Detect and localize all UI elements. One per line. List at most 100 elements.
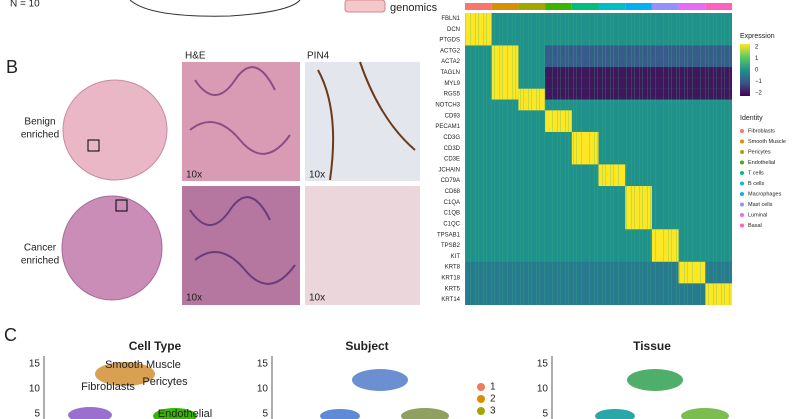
zoom-box — [115, 199, 128, 212]
gene-label: CD93 — [445, 113, 461, 119]
heatmap-stripe — [499, 13, 500, 305]
legend-label: Fibroblasts — [748, 128, 775, 134]
legend-swatch — [477, 407, 485, 415]
outline-sketch — [129, 0, 301, 17]
heatmap-stripe — [716, 13, 717, 305]
cluster — [595, 409, 635, 419]
heatmap-stripe — [700, 13, 701, 305]
genomics-label: genomics — [390, 2, 438, 14]
heatmap-stripe — [502, 13, 503, 305]
pin4-image — [305, 186, 420, 305]
heatmap-stripe — [597, 13, 598, 305]
heatmap-stripe — [475, 13, 476, 305]
heatmap-band — [465, 272, 732, 284]
heatmap-stripe — [581, 13, 582, 305]
gene-label: C1QB — [444, 211, 460, 217]
heatmap-block — [491, 45, 519, 100]
identity-bar — [491, 3, 519, 10]
gene-label: TPSB2 — [441, 243, 461, 249]
heatmap-stripe — [594, 13, 595, 305]
gene-label: KRT8 — [445, 265, 461, 271]
heatmap-stripe — [573, 13, 574, 305]
legend-label: Basal — [748, 223, 762, 229]
gene-label: RGS5 — [444, 92, 461, 98]
heatmap-stripe — [655, 13, 656, 305]
legend-swatch — [740, 223, 744, 228]
he-image — [182, 62, 300, 181]
y-tick-label: 10 — [29, 384, 41, 395]
cluster — [320, 409, 360, 419]
legend-swatch — [477, 395, 485, 403]
cluster — [68, 407, 112, 419]
heatmap-stripe — [520, 13, 521, 305]
panel-label: C — [4, 325, 17, 345]
gene-label: FBLN1 — [441, 16, 460, 22]
heatmap-stripe — [515, 13, 516, 305]
heatmap-block — [625, 186, 652, 230]
heatmap-band — [465, 283, 732, 295]
slide-cancer — [61, 195, 163, 301]
heatmap-stripe — [565, 13, 566, 305]
gene-label: KRT14 — [441, 297, 460, 303]
plot-title: Cell Type — [129, 339, 182, 353]
heatmap-stripe — [610, 13, 611, 305]
gene-label: MYL9 — [444, 81, 460, 87]
scale-tick: −1 — [755, 79, 763, 85]
heatmap-stripe — [713, 13, 714, 305]
identity-bar — [678, 3, 706, 10]
legend-label: 2 — [490, 394, 496, 405]
slide-benign — [62, 79, 168, 181]
heatmap-stripe — [631, 13, 632, 305]
tissue-texture — [189, 66, 291, 155]
cluster — [352, 369, 408, 391]
heatmap-stripe — [687, 13, 688, 305]
gene-label: NOTCH3 — [435, 103, 460, 109]
legend-label: Luminal — [748, 212, 767, 218]
pin4-title: PIN4 — [307, 51, 330, 62]
cluster-label: Fibroblasts — [81, 381, 135, 393]
legend-swatch — [740, 181, 744, 186]
identity-bar — [625, 3, 652, 10]
gene-label: CD3E — [444, 157, 460, 163]
row-label: enriched — [21, 256, 59, 267]
heatmap-stripe — [671, 13, 672, 305]
heatmap-band — [545, 45, 732, 57]
heatmap-stripe — [491, 13, 492, 305]
row-label: Benign — [24, 117, 55, 128]
heatmap-stripe — [613, 13, 614, 305]
legend-swatch — [740, 171, 744, 175]
heatmap-stripe — [478, 13, 479, 305]
gene-label: ACTG2 — [440, 48, 461, 54]
heatmap-stripe — [724, 13, 725, 305]
y-tick-label: 15 — [257, 359, 269, 370]
heatmap-stripe — [618, 13, 619, 305]
y-tick-label: 15 — [29, 359, 41, 370]
cluster-label: Smooth Muscle — [105, 359, 181, 371]
heatmap-stripe — [523, 13, 524, 305]
heatmap-band — [545, 88, 732, 100]
y-tick-label: 10 — [257, 384, 269, 395]
scale-tick: 1 — [755, 56, 759, 62]
heatmap-block — [571, 131, 599, 165]
gene-label: PTGDS — [439, 38, 460, 44]
legend-swatch — [740, 192, 744, 196]
heatmap-stripe — [576, 13, 577, 305]
gene-label: KRT18 — [441, 276, 460, 282]
identity-bar — [465, 3, 492, 10]
heatmap-stripe — [663, 13, 664, 305]
gene-label: CD79A — [441, 178, 460, 184]
y-tick-label: 5 — [542, 409, 548, 419]
legend-label: B cells — [748, 181, 764, 187]
legend-swatch — [740, 139, 744, 144]
identity-bar — [518, 3, 546, 10]
heatmap-stripe — [507, 13, 508, 305]
gene-label: JCHAIN — [438, 167, 460, 173]
scale-tick: 2 — [755, 45, 759, 51]
heatmap-stripe — [708, 13, 709, 305]
magnification: 10x — [309, 170, 325, 181]
legend-label: T cells — [748, 170, 764, 176]
legend-label: 1 — [490, 382, 496, 393]
gene-label: CD3D — [444, 146, 461, 152]
identity-bar — [598, 3, 626, 10]
slides — [61, 61, 420, 305]
